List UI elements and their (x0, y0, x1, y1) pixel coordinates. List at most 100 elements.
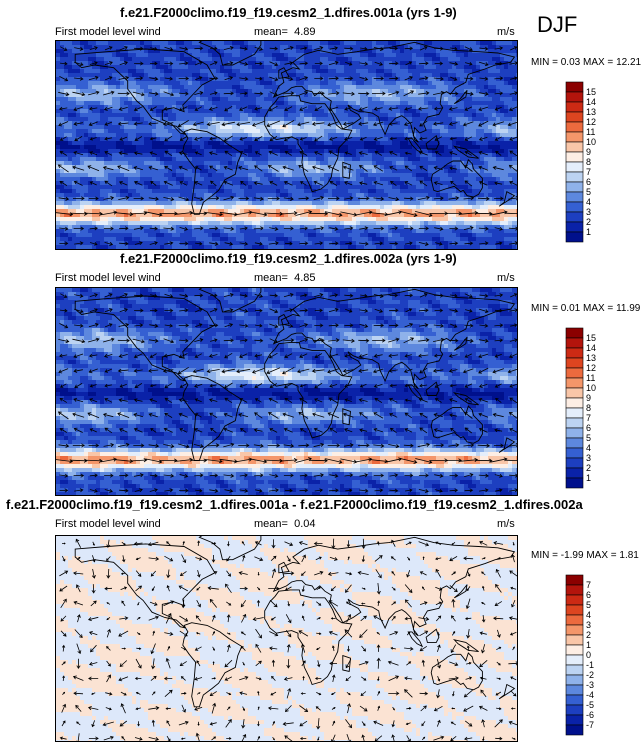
wind-vector (342, 368, 354, 373)
wind-vector (75, 538, 82, 548)
wind-vector (494, 473, 503, 478)
wind-vector (104, 323, 113, 328)
wind-vector (118, 398, 128, 403)
wind-vector (223, 195, 235, 201)
wind-vector (178, 76, 190, 81)
wind-vector (419, 120, 428, 127)
wind-vector (312, 338, 325, 343)
wind-vector (225, 583, 232, 594)
wind-vector (134, 323, 144, 328)
wind-vector (331, 707, 336, 710)
wind-vector (311, 121, 325, 126)
wind-vector (60, 293, 68, 298)
coastline (498, 437, 516, 453)
wind-vector (119, 488, 129, 493)
colorbar-tick-label: 9 (586, 393, 591, 403)
wind-vector (388, 197, 400, 202)
wind-vector (209, 598, 218, 608)
wind-vector (389, 151, 398, 156)
wind-vector (298, 630, 309, 637)
wind-vector (377, 540, 380, 546)
wind-vector (257, 586, 261, 591)
wind-vector (495, 583, 502, 593)
wind-vector (434, 136, 443, 141)
colorbar-tick-label: -3 (586, 680, 594, 690)
wind-vector (435, 568, 442, 578)
wind-vector (374, 151, 383, 156)
wind-vector (76, 733, 80, 741)
wind-vector (134, 76, 144, 81)
wind-vector (192, 368, 204, 374)
wind-vector (373, 196, 385, 201)
wind-vector (59, 323, 69, 329)
wind-vector (433, 735, 445, 741)
wind-vector (403, 443, 414, 448)
wind-vector (346, 733, 352, 741)
colorbar-swatch (565, 141, 584, 153)
wind-vector (358, 368, 369, 373)
wind-vector (433, 181, 443, 186)
wind-vector (151, 658, 156, 670)
wind-vector (206, 122, 220, 127)
wind-vector (421, 721, 426, 727)
colorbar-swatch (565, 327, 584, 339)
wind-vector (212, 661, 215, 666)
coastline (74, 543, 216, 629)
wind-vector (314, 382, 323, 389)
wind-vector (445, 458, 462, 463)
wind-vector (89, 428, 97, 433)
wind-vector (313, 442, 325, 448)
wind-vector (204, 459, 223, 464)
wind-vector (58, 106, 68, 111)
wind-vector (355, 210, 373, 216)
wind-vector (148, 706, 160, 711)
wind-vector (210, 571, 218, 576)
wind-vector (404, 323, 414, 328)
wind-vector (197, 721, 200, 726)
wind-vector (121, 647, 127, 650)
wind-vector (448, 368, 458, 373)
wind-vector (464, 309, 473, 313)
wind-vector (373, 323, 385, 328)
wind-vector (283, 46, 294, 51)
coastline (272, 536, 516, 637)
wind-vector (451, 571, 456, 576)
wind-vector (133, 121, 143, 126)
wind-vector (73, 473, 85, 478)
wind-vector (433, 293, 444, 298)
wind-vector (509, 91, 517, 96)
wind-vector (389, 397, 398, 403)
wind-vector (164, 689, 173, 697)
wind-vector (209, 488, 219, 493)
wind-vector (299, 338, 309, 343)
wind-vector (296, 368, 310, 374)
wind-vector (359, 226, 369, 231)
wind-vector (327, 571, 339, 576)
wind-vector (62, 542, 66, 545)
wind-vector (255, 643, 262, 653)
wind-vector (450, 293, 458, 298)
wind-vector (482, 585, 485, 591)
wind-vector (433, 90, 445, 95)
wind-vector (492, 412, 504, 418)
panel-2-variable-label: First model level wind (55, 272, 161, 284)
wind-vector (406, 735, 411, 741)
wind-vector (119, 720, 128, 727)
wind-vector (299, 181, 307, 186)
wind-vector (342, 338, 355, 343)
wind-vector (164, 293, 174, 298)
wind-vector (58, 196, 70, 201)
wind-vector (479, 659, 488, 668)
coastline (452, 639, 479, 653)
colorbar-swatch (565, 664, 584, 676)
panel-2-units: m/s (497, 272, 515, 284)
wind-vector (240, 631, 246, 636)
wind-vector (163, 91, 175, 97)
wind-vector (283, 473, 294, 478)
coastline (454, 584, 468, 599)
wind-vector (449, 151, 458, 156)
wind-vector (269, 428, 278, 433)
wind-vector (342, 412, 354, 418)
wind-vector (118, 323, 130, 327)
wind-vector (209, 91, 218, 95)
